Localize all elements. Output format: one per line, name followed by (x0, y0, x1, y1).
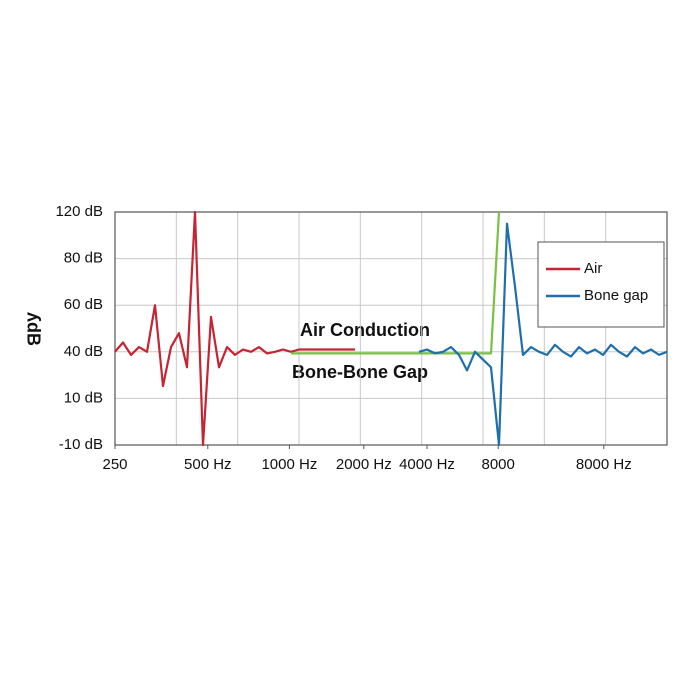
y-tick-label: 40 dB (64, 343, 103, 360)
y-tick-label: 10 dB (64, 389, 103, 406)
y-tick-label: 80 dB (64, 250, 103, 267)
y-tick-label: 120 dB (55, 203, 103, 220)
legend-box (537, 241, 665, 328)
x-tick-label: 500 Hz (184, 456, 232, 473)
x-tick-label: 8000 Hz (576, 456, 632, 473)
series-line (418, 222, 668, 447)
y-axis-label: ʎdB (23, 312, 43, 346)
x-tick-label: 250 (102, 456, 127, 473)
x-tick-label: 4000 Hz (399, 456, 455, 473)
y-tick-label: 60 dB (64, 296, 103, 313)
series-line (114, 210, 355, 447)
series-line (291, 211, 501, 355)
x-tick-label: 2000 Hz (336, 456, 392, 473)
x-tick-label: 8000 (482, 456, 515, 473)
legend-label: Air (584, 260, 602, 277)
x-tick-label: 1000 Hz (261, 456, 317, 473)
plot-frame (114, 211, 668, 446)
y-tick-label: -10 dB (59, 436, 103, 453)
annotation: Air Conduction (300, 320, 430, 340)
legend-label: Bone gap (584, 287, 648, 304)
